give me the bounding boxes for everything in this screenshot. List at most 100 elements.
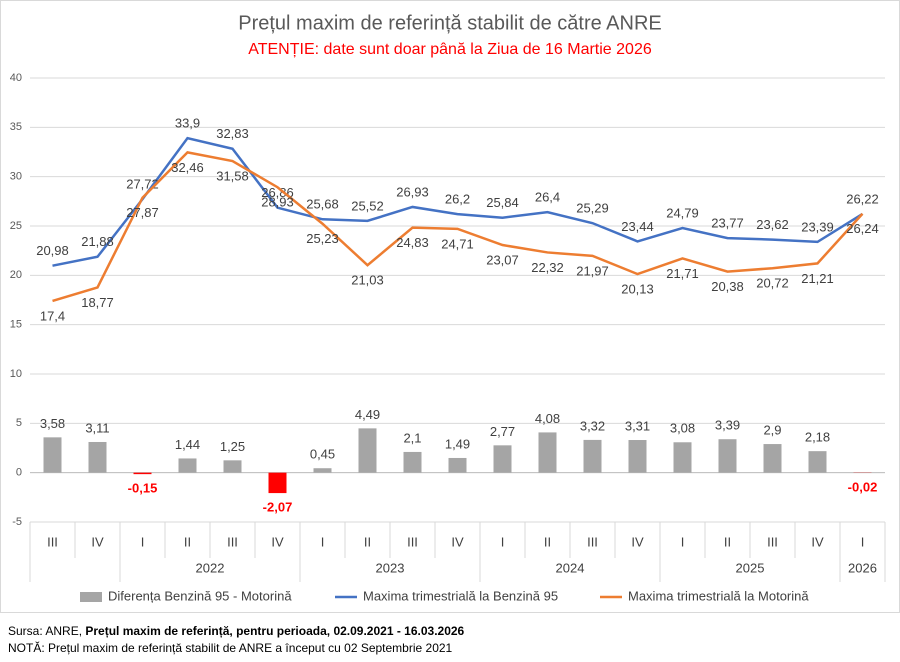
bar-label: 2,77 xyxy=(490,424,515,439)
bar-label: 0,45 xyxy=(310,447,335,462)
point-label: 21,03 xyxy=(351,273,384,288)
point-label: 24,79 xyxy=(666,206,699,221)
bar-label: 2,9 xyxy=(763,422,781,437)
y-tick-label: -5 xyxy=(12,516,22,528)
bar xyxy=(808,451,827,473)
x-tick-label: II xyxy=(364,534,371,549)
bar xyxy=(763,444,782,473)
bar-label: 1,25 xyxy=(220,439,245,454)
point-label: 23,44 xyxy=(621,219,654,234)
bar xyxy=(358,428,377,473)
x-tick-label: IV xyxy=(91,534,104,549)
point-label: 21,88 xyxy=(81,234,114,249)
point-label: 26,93 xyxy=(396,184,429,199)
x-tick-label: II xyxy=(184,534,191,549)
point-label: 28,93 xyxy=(261,195,294,210)
y-tick-label: 20 xyxy=(10,269,22,281)
x-tick-label: III xyxy=(407,534,418,549)
legend-label: Maxima trimestrială la Motorină xyxy=(628,588,809,603)
x-tick-label: I xyxy=(861,534,865,549)
bar xyxy=(628,440,647,473)
group-label: 2023 xyxy=(376,560,405,575)
point-label: 25,52 xyxy=(351,198,384,213)
bar-label: 1,49 xyxy=(445,436,470,451)
bar xyxy=(133,472,152,475)
legend-label: Maxima trimestrială la Benzină 95 xyxy=(363,588,558,603)
note: NOTĂ: Prețul maxim de referință stabilit… xyxy=(8,641,453,655)
bar-label: 4,49 xyxy=(355,407,380,422)
y-tick-label: 0 xyxy=(16,467,22,479)
bar xyxy=(538,432,557,473)
y-tick-label: 35 xyxy=(10,121,22,133)
x-tick-label: IV xyxy=(631,534,644,549)
bar-label: 3,58 xyxy=(40,416,65,431)
bar xyxy=(313,468,332,473)
point-label: 25,68 xyxy=(306,197,339,212)
bar xyxy=(403,451,422,473)
x-tick-label: IV xyxy=(271,534,284,549)
bar xyxy=(673,442,692,473)
legend-swatch xyxy=(80,592,102,602)
point-label: 23,77 xyxy=(711,216,744,231)
bar-label: 3,39 xyxy=(715,418,740,433)
bar xyxy=(718,439,737,473)
point-label: 18,77 xyxy=(81,295,114,310)
chart-subtitle: ATENȚIE: date sunt doar până la Ziua de … xyxy=(248,41,652,58)
point-label: 25,29 xyxy=(576,201,609,216)
x-tick-label: IV xyxy=(451,534,464,549)
bar xyxy=(493,445,512,473)
point-label: 25,84 xyxy=(486,195,519,210)
y-tick-label: 40 xyxy=(10,72,22,84)
x-tick-label: III xyxy=(227,534,238,549)
bar-label: 2,18 xyxy=(805,430,830,445)
bar xyxy=(583,439,602,473)
point-label: 26,24 xyxy=(846,221,879,236)
chart-title: Prețul maxim de referință stabilit de că… xyxy=(238,12,662,34)
bar-label: 3,11 xyxy=(85,420,109,435)
point-label: 17,4 xyxy=(40,308,65,323)
x-tick-label: IV xyxy=(811,534,824,549)
bar-label: 3,32 xyxy=(580,418,605,433)
point-label: 20,38 xyxy=(711,279,744,294)
bar-label: -2,07 xyxy=(263,500,293,515)
point-label: 21,21 xyxy=(801,271,834,286)
legend-label: Diferența Benzină 95 - Motorină xyxy=(108,588,292,603)
point-label: 23,07 xyxy=(486,252,519,267)
source: Sursa: ANRE, Prețul maxim de referință, … xyxy=(8,624,464,638)
point-label: 27,72 xyxy=(126,177,159,192)
point-label: 21,71 xyxy=(666,266,699,281)
y-tick-label: 10 xyxy=(10,368,22,380)
chart-border xyxy=(0,0,900,613)
point-label: 33,9 xyxy=(175,116,200,131)
x-tick-label: I xyxy=(681,534,685,549)
point-label: 20,98 xyxy=(36,243,69,258)
source-prefix: Sursa: ANRE, xyxy=(8,624,83,638)
point-label: 25,23 xyxy=(306,231,339,246)
x-tick-label: II xyxy=(544,534,551,549)
point-label: 21,97 xyxy=(576,263,609,278)
line xyxy=(52,151,864,303)
point-label: 22,32 xyxy=(531,260,564,275)
group-label: 2022 xyxy=(196,560,225,575)
point-label: 24,71 xyxy=(441,236,474,251)
y-tick-label: 25 xyxy=(10,220,22,232)
point-label: 24,83 xyxy=(396,235,429,250)
bar xyxy=(43,437,62,473)
bar-label: 3,08 xyxy=(670,421,695,436)
x-tick-label: II xyxy=(724,534,731,549)
point-label: 27,87 xyxy=(126,205,159,220)
point-label: 32,83 xyxy=(216,126,249,141)
group-label: 2025 xyxy=(736,560,765,575)
point-label: 26,2 xyxy=(445,192,470,207)
bar-label: -0,15 xyxy=(128,481,158,496)
point-label: 20,13 xyxy=(621,281,654,296)
y-tick-label: 30 xyxy=(10,171,22,183)
x-tick-label: III xyxy=(47,534,58,549)
point-label: 20,72 xyxy=(756,276,789,291)
x-tick-label: I xyxy=(141,534,145,549)
group-label: 2024 xyxy=(556,560,585,575)
bar xyxy=(448,457,467,473)
point-label: 26,4 xyxy=(535,190,560,205)
x-tick-label: III xyxy=(587,534,598,549)
